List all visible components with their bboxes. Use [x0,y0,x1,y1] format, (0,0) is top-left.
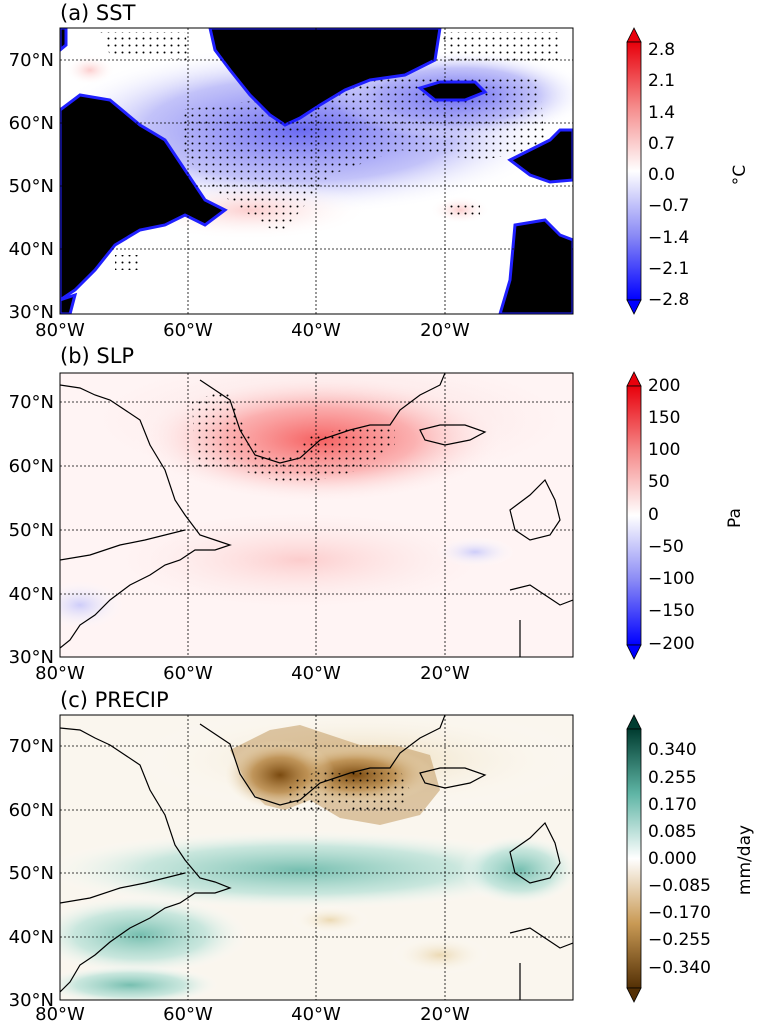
colorbar-tick: −0.7 [648,196,689,216]
x-tick: 40°W [291,1004,341,1024]
colorbar-tick: 2.1 [648,71,675,91]
y-tick: 60°N [9,800,54,821]
colorbar-tick: 0.7 [648,134,675,154]
y-tick: 70°N [9,736,54,757]
y-tick: 50°N [9,520,54,541]
y-axis-labels: 30°N 40°N 50°N 60°N 70°N [9,392,54,668]
y-tick: 40°N [9,584,54,605]
y-tick: 30°N [9,647,54,668]
y-tick: 60°N [9,113,54,134]
colorbar-unit: Pa [725,508,745,528]
x-axis-labels: 80°W 60°W 40°W 20°W [35,1004,470,1024]
gridlines [60,373,573,657]
y-tick: 50°N [9,863,54,884]
colorbar-tick: −2.8 [648,290,689,310]
panel-slp: (b) SLP [9,344,745,684]
x-tick: 20°W [420,663,470,684]
colorbar-tick: 50 [648,472,670,492]
x-tick: 80°W [35,320,85,341]
y-tick: 50°N [9,176,54,197]
panel-title: (c) PRECIP [60,688,169,712]
x-axis-labels: 80°W 60°W 40°W 20°W [35,663,470,684]
colorbar-tick: −100 [648,569,695,589]
colorbar-tick: 0.170 [648,795,697,815]
colorbar-tick: 1.4 [648,103,675,123]
colorbar-tick: −200 [648,634,695,654]
y-tick: 40°N [9,239,54,260]
gridlines [60,715,573,1000]
colorbar-tick: 0.000 [648,849,697,869]
colorbar-tick: −2.1 [648,259,689,279]
colorbar-tick: −0.340 [648,958,711,978]
colorbar-tick: −1.4 [648,228,689,248]
gridlines [60,28,573,314]
x-tick: 80°W [35,663,85,684]
x-tick: 60°W [163,663,213,684]
colorbar-tick: −0.170 [648,903,711,923]
colorbar-tick: 0.255 [648,768,697,788]
colorbar-tick: 0.085 [648,822,697,842]
y-axis-labels: 30°N 40°N 50°N 60°N 70°N [9,50,54,323]
y-tick: 30°N [9,302,54,323]
colorbar-slp: 200 150 100 50 0 −50 −100 −150 −200 Pa [626,371,745,660]
x-tick: 80°W [35,1004,85,1024]
colorbar-tick: −50 [648,537,684,557]
panel-title: (b) SLP [60,344,134,368]
y-tick: 70°N [9,392,54,413]
colorbar-tick: 0.340 [648,740,697,760]
panel-sst: (a) SST [9,1,750,341]
y-tick: 30°N [9,990,54,1011]
colorbar-tick: 200 [648,376,680,396]
x-tick: 20°W [420,1004,470,1024]
x-tick: 60°W [163,320,213,341]
x-tick: 20°W [420,320,470,341]
colorbar-tick: 150 [648,408,680,428]
coastlines [60,715,573,1000]
y-tick: 70°N [9,50,54,71]
y-tick: 40°N [9,927,54,948]
colorbar-tick: −0.085 [648,876,711,896]
coastlines [60,373,573,657]
colorbar-tick: 0 [648,505,659,525]
colorbar-tick: −150 [648,601,695,621]
wet-anomaly-field [60,830,560,910]
panel-title: (a) SST [60,1,136,25]
colorbar-unit: °C [730,165,750,185]
x-axis-labels: 80°W 60°W 40°W 20°W [35,320,470,341]
low-pressure-field [435,537,515,567]
colorbar-precip: 0.340 0.255 0.170 0.085 0.000 −0.085 −0.… [626,714,755,1003]
x-tick: 40°W [291,663,341,684]
colorbar-tick: 0.0 [648,165,675,185]
x-tick: 40°W [291,320,341,341]
colorbar-tick: 100 [648,440,680,460]
colorbar-unit: mm/day [735,825,755,895]
colorbar-tick: 2.8 [648,40,675,60]
significance-stippling [192,390,395,482]
y-tick: 60°N [9,456,54,477]
colorbar-tick: −0.255 [648,930,711,950]
x-tick: 60°W [163,1004,213,1024]
colorbar-sst: 2.8 2.1 1.4 0.7 0.0 −0.7 −1.4 −2.1 −2.8 … [626,27,750,315]
panel-precip: (c) PRECIP [9,688,755,1024]
y-axis-labels: 30°N 40°N 50°N 60°N 70°N [9,736,54,1011]
